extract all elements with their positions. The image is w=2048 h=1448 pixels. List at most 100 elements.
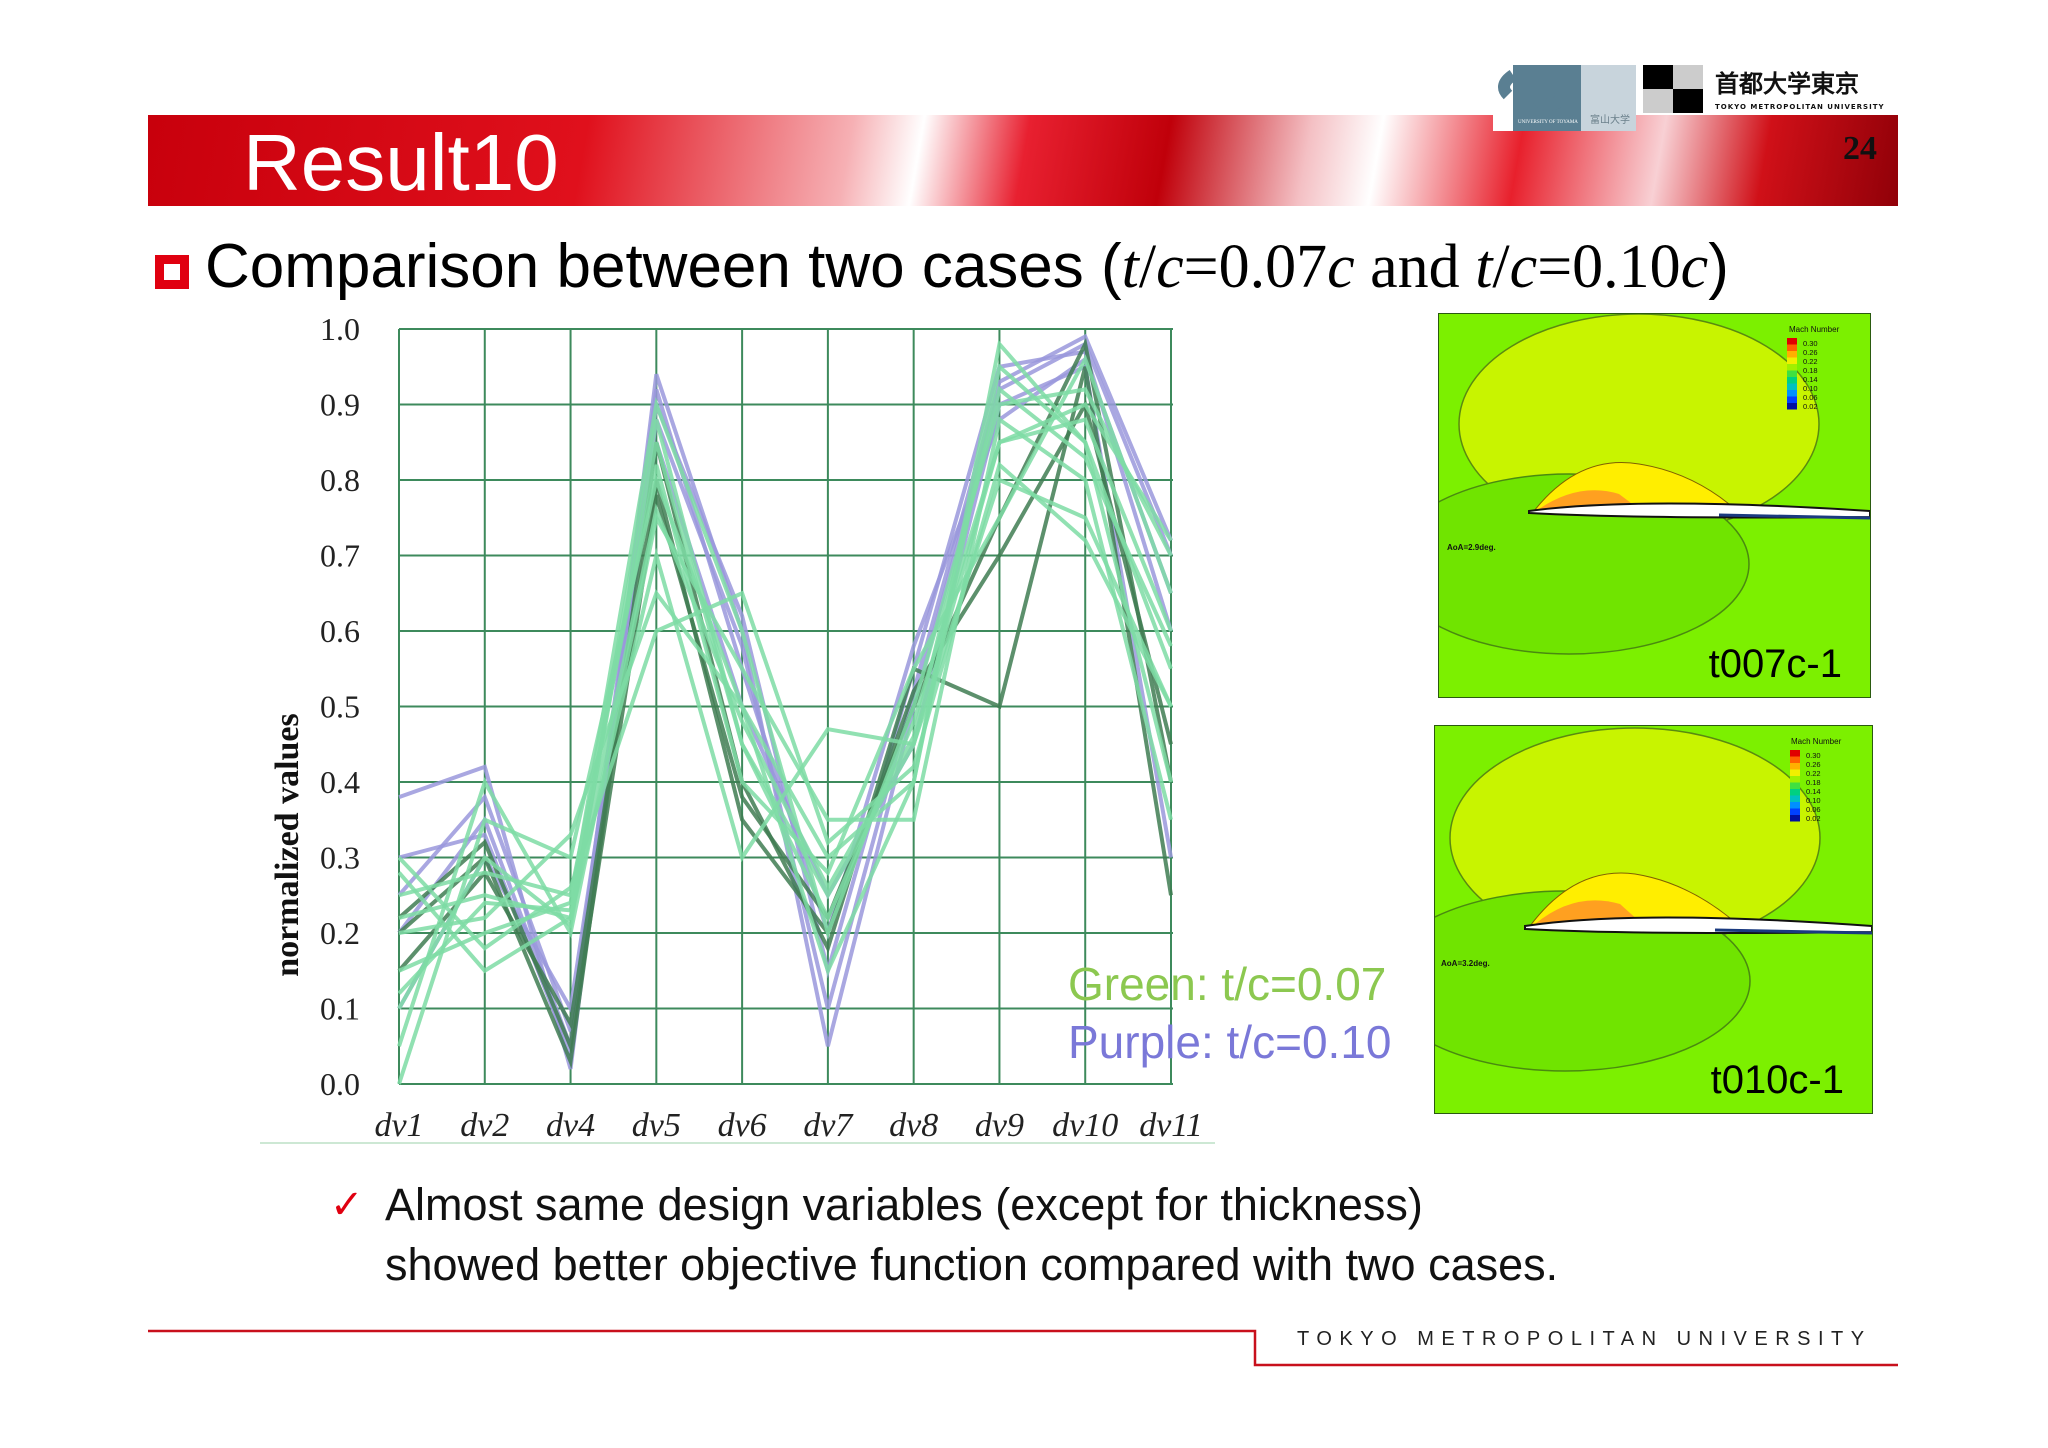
colorbar-swatch xyxy=(1790,802,1800,809)
x-tick-label: dv4 xyxy=(546,1107,595,1144)
subtitle-var: c xyxy=(1327,233,1355,301)
colorbar-swatch xyxy=(1790,769,1800,776)
svg-text:UNIVERSITY OF TOYAMA: UNIVERSITY OF TOYAMA xyxy=(1518,120,1578,125)
parallel-coordinates-chart: 0.0 0.1 0.2 0.3 0.4 0.5 0.6 0.7 0.8 0.9 1.0 dv1 dv2… xyxy=(260,311,1215,1144)
colorbar-swatch xyxy=(1787,396,1797,403)
x-tick-label: dv10 xyxy=(1052,1107,1118,1144)
legend-purple: Purple: t/c=0.10 xyxy=(1068,1016,1392,1068)
colorbar-tick: 0.10 xyxy=(1806,796,1821,805)
colorbar-swatch xyxy=(1790,782,1800,789)
conclusion-line-2: showed better objective function compare… xyxy=(385,1239,1559,1290)
series-line xyxy=(397,366,1173,1069)
colorbar-tick: 0.10 xyxy=(1803,384,1818,393)
y-tick-label: 0.5 xyxy=(320,689,360,725)
subtitle-value: =0.07 xyxy=(1183,233,1328,301)
legend-green: Green: t/c=0.07 xyxy=(1068,958,1387,1010)
conclusion-line-1: Almost same design variables (except for… xyxy=(385,1179,1423,1230)
colorbar-swatch xyxy=(1790,750,1800,757)
colorbar-tick: 0.30 xyxy=(1803,339,1818,348)
slide-subtitle: Comparison between two cases (t/c=0.07c … xyxy=(155,230,1729,304)
chart-legend: Green: t/c=0.07 Purple: t/c=0.10 xyxy=(1068,955,1391,1071)
colorbar-swatch xyxy=(1790,815,1800,822)
colorbar-swatch xyxy=(1787,370,1797,377)
series-line xyxy=(397,477,1173,974)
svg-text:AoA=3.2deg.: AoA=3.2deg. xyxy=(1441,959,1490,968)
colorbar-swatch xyxy=(1790,789,1800,796)
colorbar-tick: 0.06 xyxy=(1806,805,1821,814)
x-tick-label: dv8 xyxy=(889,1107,938,1144)
colorbar-tick: 0.22 xyxy=(1803,357,1818,366)
x-tick-label: dv11 xyxy=(1139,1107,1203,1144)
colorbar-swatch xyxy=(1787,351,1797,358)
y-tick-label: 0.3 xyxy=(320,840,360,876)
colorbar-tick: 0.26 xyxy=(1806,760,1821,769)
subtitle-var: t xyxy=(1121,233,1139,301)
y-tick-label: 0.4 xyxy=(320,764,360,800)
x-tick-label: dv9 xyxy=(975,1107,1024,1144)
x-tick-label: dv6 xyxy=(718,1107,767,1144)
footer-university-name: TOKYO METROPOLITAN UNIVERSITY xyxy=(1297,1328,1872,1350)
y-axis-label: normalized values xyxy=(269,713,306,976)
colorbar-swatch xyxy=(1787,377,1797,384)
colorbar-tick: 0.14 xyxy=(1803,375,1818,384)
colorbar-swatch xyxy=(1787,383,1797,390)
subtitle-text: Comparison between two cases ( xyxy=(205,232,1122,301)
subtitle-slash: / xyxy=(1138,233,1157,301)
colorbar-swatch xyxy=(1787,357,1797,364)
y-tick-label: 0.9 xyxy=(320,387,360,423)
square-bullet-icon xyxy=(155,255,189,289)
x-tick-label: dv7 xyxy=(803,1107,854,1144)
colorbar-tick: 0.02 xyxy=(1803,402,1818,411)
svg-text:首都大学東京: 首都大学東京 xyxy=(1715,70,1859,98)
y-tick-label: 0.2 xyxy=(320,915,360,951)
y-tick-label: 0.6 xyxy=(320,613,360,649)
subtitle-text: and xyxy=(1354,233,1476,301)
university-logos: 富山大学 UNIVERSITY OF TOYAMA 首都大学東京 TOKYO M… xyxy=(1493,65,1898,131)
conclusion-bullet: ✓ Almost same design variables (except f… xyxy=(330,1175,1558,1295)
y-tick-label: 1.0 xyxy=(320,311,360,347)
subtitle-var: c xyxy=(1156,233,1184,301)
subtitle-slash: / xyxy=(1492,233,1510,301)
y-tick-labels: 0.0 0.1 0.2 0.3 0.4 0.5 0.6 0.7 0.8 0.9 1.0 xyxy=(320,311,360,1102)
page-number: 24 xyxy=(1843,130,1877,167)
svg-text:Mach Number: Mach Number xyxy=(1791,737,1842,746)
subtitle-var: t xyxy=(1475,233,1493,301)
colorbar-tick: 0.18 xyxy=(1806,778,1821,787)
series-line xyxy=(397,461,1173,951)
svg-text:AoA=2.9deg.: AoA=2.9deg. xyxy=(1447,543,1496,552)
mach-contour-plot: AoA=3.2deg. Mach Number 0.300.260.220.18… xyxy=(1435,727,1872,1072)
slide-title: Result10 xyxy=(243,118,559,207)
contour-panel-t010c: AoA=3.2deg. Mach Number 0.30 0.26 0.22 0.18… xyxy=(1434,725,1873,1114)
series-line xyxy=(397,416,1173,1047)
colorbar-tick: 0.30 xyxy=(1806,751,1821,760)
checkmark-icon: ✓ xyxy=(330,1183,364,1227)
colorbar-swatch xyxy=(1787,344,1797,351)
colorbar-tick: 0.14 xyxy=(1806,787,1821,796)
y-tick-label: 0.0 xyxy=(320,1066,360,1102)
mach-contour-plot: AoA=2.9deg. Mach Number 0.300.260.220.18… xyxy=(1439,314,1870,655)
x-tick-label: dv1 xyxy=(374,1107,423,1144)
colorbar-swatch xyxy=(1790,808,1800,815)
contour-panel-t007c: AoA=2.9deg. Mach Number 0.30 0.26 0.22 0.18… xyxy=(1438,313,1871,698)
panel-label: t007c-1 xyxy=(1708,642,1842,686)
colorbar-swatch xyxy=(1787,338,1797,345)
subtitle-value: =0.10 xyxy=(1537,233,1681,301)
svg-text:富山大学: 富山大学 xyxy=(1590,113,1630,126)
x-tick-labels: dv1 dv2 dv4 dv5 dv6 dv7 dv8 dv9 dv10 dv11 xyxy=(374,1107,1202,1144)
chart-lines xyxy=(397,333,1173,1085)
svg-text:Mach Number: Mach Number xyxy=(1789,325,1840,334)
colorbar-tick: 0.22 xyxy=(1806,769,1821,778)
colorbar-tick: 0.26 xyxy=(1803,348,1818,357)
x-tick-label: dv2 xyxy=(460,1107,509,1144)
svg-text:TOKYO METROPOLITAN UNIVERSITY: TOKYO METROPOLITAN UNIVERSITY xyxy=(1715,103,1885,111)
colorbar-swatch xyxy=(1787,403,1797,410)
series-line xyxy=(397,385,1173,995)
subtitle-var: c xyxy=(1680,233,1709,301)
colorbar-swatch xyxy=(1787,390,1797,397)
x-tick-label: dv5 xyxy=(632,1107,681,1144)
series-line xyxy=(398,339,1173,977)
y-tick-label: 0.8 xyxy=(320,462,360,498)
subtitle-text: ) xyxy=(1708,232,1729,301)
colorbar-swatch xyxy=(1787,364,1797,371)
